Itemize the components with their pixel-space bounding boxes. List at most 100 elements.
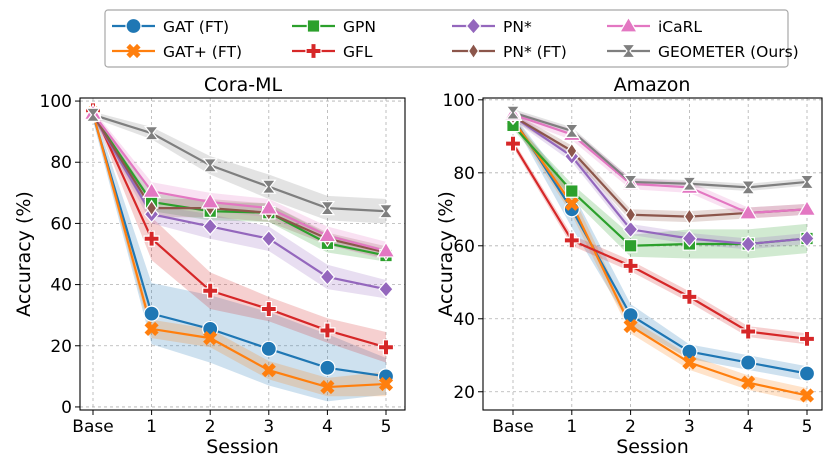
x-tick-label: 3 bbox=[263, 417, 274, 437]
legend-item-gpn: GPN bbox=[292, 18, 376, 36]
line-gat-ft bbox=[91, 113, 387, 389]
point-gat-ft bbox=[261, 363, 276, 378]
line-gat-ft bbox=[91, 114, 387, 378]
legend-label: PN* bbox=[503, 18, 532, 36]
legend-item-gat-ft: GAT (FT) bbox=[112, 17, 229, 36]
x-axis: Base 1 2 3 4 5 bbox=[492, 410, 812, 437]
y-tick-label: 80 bbox=[50, 153, 72, 173]
point-gat-ft bbox=[740, 354, 757, 371]
point-geometer-ours bbox=[261, 179, 277, 194]
point-pn bbox=[319, 268, 336, 286]
panel-title: Amazon bbox=[614, 74, 691, 96]
x-tick-label: 2 bbox=[205, 417, 216, 437]
point-gat-ft bbox=[144, 321, 159, 337]
point-pn bbox=[681, 229, 698, 248]
point-gat-ft bbox=[564, 196, 579, 211]
point-icarl bbox=[376, 241, 396, 258]
line-gfl bbox=[512, 143, 808, 340]
x-axis: Base 1 2 3 4 5 bbox=[72, 410, 391, 437]
x-tick-label: 3 bbox=[684, 417, 695, 437]
legend-item-pn: PN* bbox=[452, 17, 532, 36]
x-tick-label: 2 bbox=[625, 417, 636, 437]
legend-marker-icarl bbox=[618, 16, 639, 33]
legend-label: GEOMETER (Ours) bbox=[658, 43, 799, 61]
point-gat-ft bbox=[682, 355, 697, 370]
legend: GAT (FT) GAT+ (FT) GPN GFL PN* PN* (FT) iCaRL G… bbox=[104, 9, 799, 68]
point-geometer-ours bbox=[564, 123, 580, 138]
y-tick-label: 40 bbox=[453, 310, 475, 330]
series-markers bbox=[503, 104, 817, 403]
band-gat-ft bbox=[513, 114, 807, 381]
legend-item-gfl: GFL bbox=[292, 42, 373, 61]
point-geometer-ours bbox=[143, 126, 160, 141]
point-icarl bbox=[200, 192, 220, 209]
point-icarl bbox=[317, 225, 337, 243]
point-geometer-ours bbox=[85, 107, 101, 122]
legend-marker-gfl bbox=[305, 42, 322, 60]
point-gat-ft bbox=[203, 331, 218, 346]
legend-label: GPN bbox=[343, 18, 376, 36]
line-geometer-ours bbox=[92, 113, 387, 213]
point-pn bbox=[740, 235, 756, 253]
legend-marker-pn bbox=[465, 17, 482, 35]
series-lines bbox=[512, 111, 808, 397]
y-tick-label: 100 bbox=[443, 91, 475, 111]
line-icarl bbox=[92, 112, 387, 253]
x-axis-label: Session bbox=[206, 436, 279, 458]
point-gat-ft bbox=[798, 365, 816, 382]
point-pn bbox=[378, 280, 394, 299]
point-gat-ft bbox=[378, 376, 394, 392]
band-geometer-ours bbox=[513, 108, 807, 192]
y-tick-label: 100 bbox=[40, 92, 72, 112]
confidence-bands bbox=[93, 107, 386, 402]
legend-marker-gat-ft bbox=[125, 17, 142, 35]
legend-item-geometer-ours: GEOMETER (Ours) bbox=[607, 43, 799, 61]
y-tick-label: 80 bbox=[453, 164, 475, 184]
y-tick-label: 60 bbox=[50, 214, 72, 234]
point-gfl bbox=[798, 330, 816, 347]
x-tick-label: 4 bbox=[322, 417, 333, 437]
point-pn bbox=[202, 217, 218, 236]
point-pn-ft bbox=[145, 199, 158, 217]
legend-marker-gat-ft bbox=[126, 43, 141, 59]
point-icarl bbox=[797, 199, 817, 216]
y-tick-label: 60 bbox=[453, 237, 475, 257]
legend-item-gat-ft: GAT+ (FT) bbox=[112, 43, 242, 61]
legend-label: GAT (FT) bbox=[163, 18, 229, 36]
line-gat-ft bbox=[512, 119, 808, 397]
point-gat-ft bbox=[622, 307, 639, 324]
point-gat-ft bbox=[319, 359, 336, 376]
point-geometer-ours bbox=[378, 204, 394, 219]
amazon-panel: 20 40 60 80 100 Base 1 2 3 4 5 Amazon Session Accurac… bbox=[435, 74, 823, 458]
x-tick-label: Base bbox=[492, 417, 533, 437]
x-tick-label: Base bbox=[72, 417, 113, 437]
legend-label: PN* (FT) bbox=[503, 43, 567, 61]
point-geometer-ours bbox=[622, 174, 639, 190]
panel-title: Cora-ML bbox=[204, 74, 283, 96]
legend-item-pn-ft: PN* (FT) bbox=[452, 42, 567, 61]
y-tick-label: 20 bbox=[50, 337, 72, 357]
legend-marker-gpn bbox=[306, 19, 321, 33]
point-pn-ft bbox=[566, 142, 578, 160]
point-icarl bbox=[738, 203, 758, 220]
line-icarl bbox=[512, 113, 808, 215]
point-gpn bbox=[623, 238, 638, 253]
point-gat-ft bbox=[741, 375, 756, 390]
point-gat-ft bbox=[260, 340, 277, 357]
line-pn bbox=[512, 115, 808, 246]
cora-ml-panel: 0 20 40 60 80 100 Base 1 2 3 4 5 Cora-ML Session Accur… bbox=[13, 74, 406, 458]
point-geometer-ours bbox=[681, 176, 698, 191]
band-gat-ft bbox=[93, 108, 386, 397]
point-gat-ft bbox=[623, 318, 638, 334]
point-pn bbox=[261, 229, 277, 248]
legend-label: GFL bbox=[343, 43, 373, 61]
point-gfl bbox=[563, 232, 580, 249]
series-lines bbox=[91, 109, 387, 389]
y-axis: 20 40 60 80 100 bbox=[443, 91, 483, 403]
point-pn-ft bbox=[624, 206, 637, 224]
line-geometer-ours bbox=[512, 111, 808, 189]
line-pn bbox=[92, 114, 387, 291]
band-gat-ft bbox=[93, 108, 386, 402]
x-tick-label: 5 bbox=[802, 417, 813, 437]
